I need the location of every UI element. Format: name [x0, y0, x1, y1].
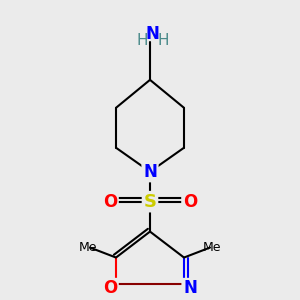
Text: Me: Me — [79, 241, 97, 254]
Text: H: H — [136, 33, 148, 48]
Text: O: O — [183, 193, 197, 211]
Text: N: N — [143, 163, 157, 181]
Text: H: H — [157, 33, 169, 48]
Text: Me: Me — [203, 241, 221, 254]
Text: O: O — [103, 280, 117, 298]
Text: N: N — [145, 25, 159, 43]
Text: N: N — [183, 280, 197, 298]
Text: S: S — [143, 193, 157, 211]
Text: O: O — [103, 193, 117, 211]
